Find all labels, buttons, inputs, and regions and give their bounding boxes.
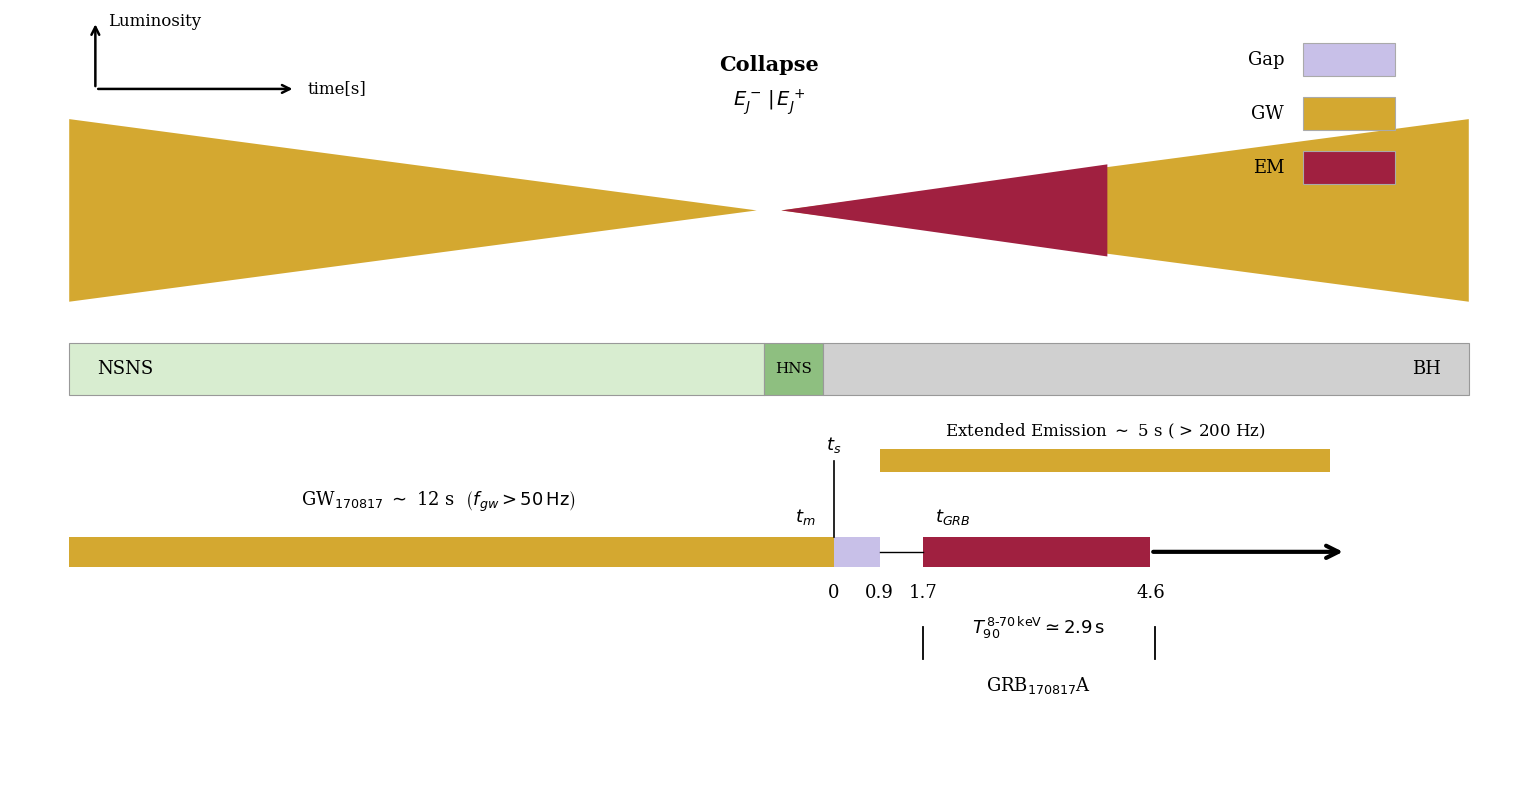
Text: Collapse: Collapse bbox=[720, 56, 818, 75]
Bar bbox=[69, 537, 834, 567]
Bar bbox=[764, 343, 823, 395]
Text: $t_m$: $t_m$ bbox=[795, 507, 815, 527]
Text: $T_{90}^{\,8\text{-}70\,\mathrm{keV}} \simeq 2.9\,\mathrm{s}$: $T_{90}^{\,8\text{-}70\,\mathrm{keV}} \s… bbox=[972, 615, 1106, 641]
Text: Extended Emission $\sim$ 5 s ( > 200 Hz): Extended Emission $\sim$ 5 s ( > 200 Hz) bbox=[944, 422, 1266, 441]
Polygon shape bbox=[781, 164, 1107, 256]
Text: 0.9: 0.9 bbox=[866, 584, 894, 603]
Bar bbox=[834, 537, 880, 567]
Text: NSNS: NSNS bbox=[97, 360, 154, 378]
Text: time[s]: time[s] bbox=[308, 80, 366, 98]
Text: Luminosity: Luminosity bbox=[108, 13, 201, 30]
Text: GW: GW bbox=[1252, 105, 1284, 122]
Bar bbox=[823, 343, 1469, 395]
Bar bbox=[1303, 43, 1395, 76]
Polygon shape bbox=[781, 119, 1469, 302]
Bar bbox=[880, 449, 1330, 472]
Text: GW$_{170817}$ $\sim$ 12 s  $\left(f_{gw} > 50\,\mathrm{Hz}\right)$: GW$_{170817}$ $\sim$ 12 s $\left(f_{gw} … bbox=[301, 488, 575, 514]
Text: BH: BH bbox=[1412, 360, 1441, 378]
Text: GRB$_{170817}$A: GRB$_{170817}$A bbox=[986, 675, 1092, 696]
Text: 1.7: 1.7 bbox=[909, 584, 937, 603]
Bar bbox=[69, 343, 764, 395]
Bar bbox=[1303, 97, 1395, 130]
Bar bbox=[1303, 151, 1395, 184]
Polygon shape bbox=[69, 119, 757, 302]
Text: 4.6: 4.6 bbox=[1137, 584, 1164, 603]
Text: $t_s$: $t_s$ bbox=[826, 435, 841, 455]
Bar bbox=[757, 119, 781, 302]
Text: $E_J^-\,|\,E_J^+$: $E_J^-\,|\,E_J^+$ bbox=[734, 87, 804, 117]
Text: $t_{GRB}$: $t_{GRB}$ bbox=[935, 507, 970, 527]
Bar bbox=[923, 537, 1150, 567]
Text: HNS: HNS bbox=[775, 362, 812, 376]
Text: 0: 0 bbox=[827, 584, 840, 603]
Text: Gap: Gap bbox=[1247, 51, 1284, 68]
Text: EM: EM bbox=[1253, 159, 1284, 176]
Bar bbox=[880, 537, 923, 567]
